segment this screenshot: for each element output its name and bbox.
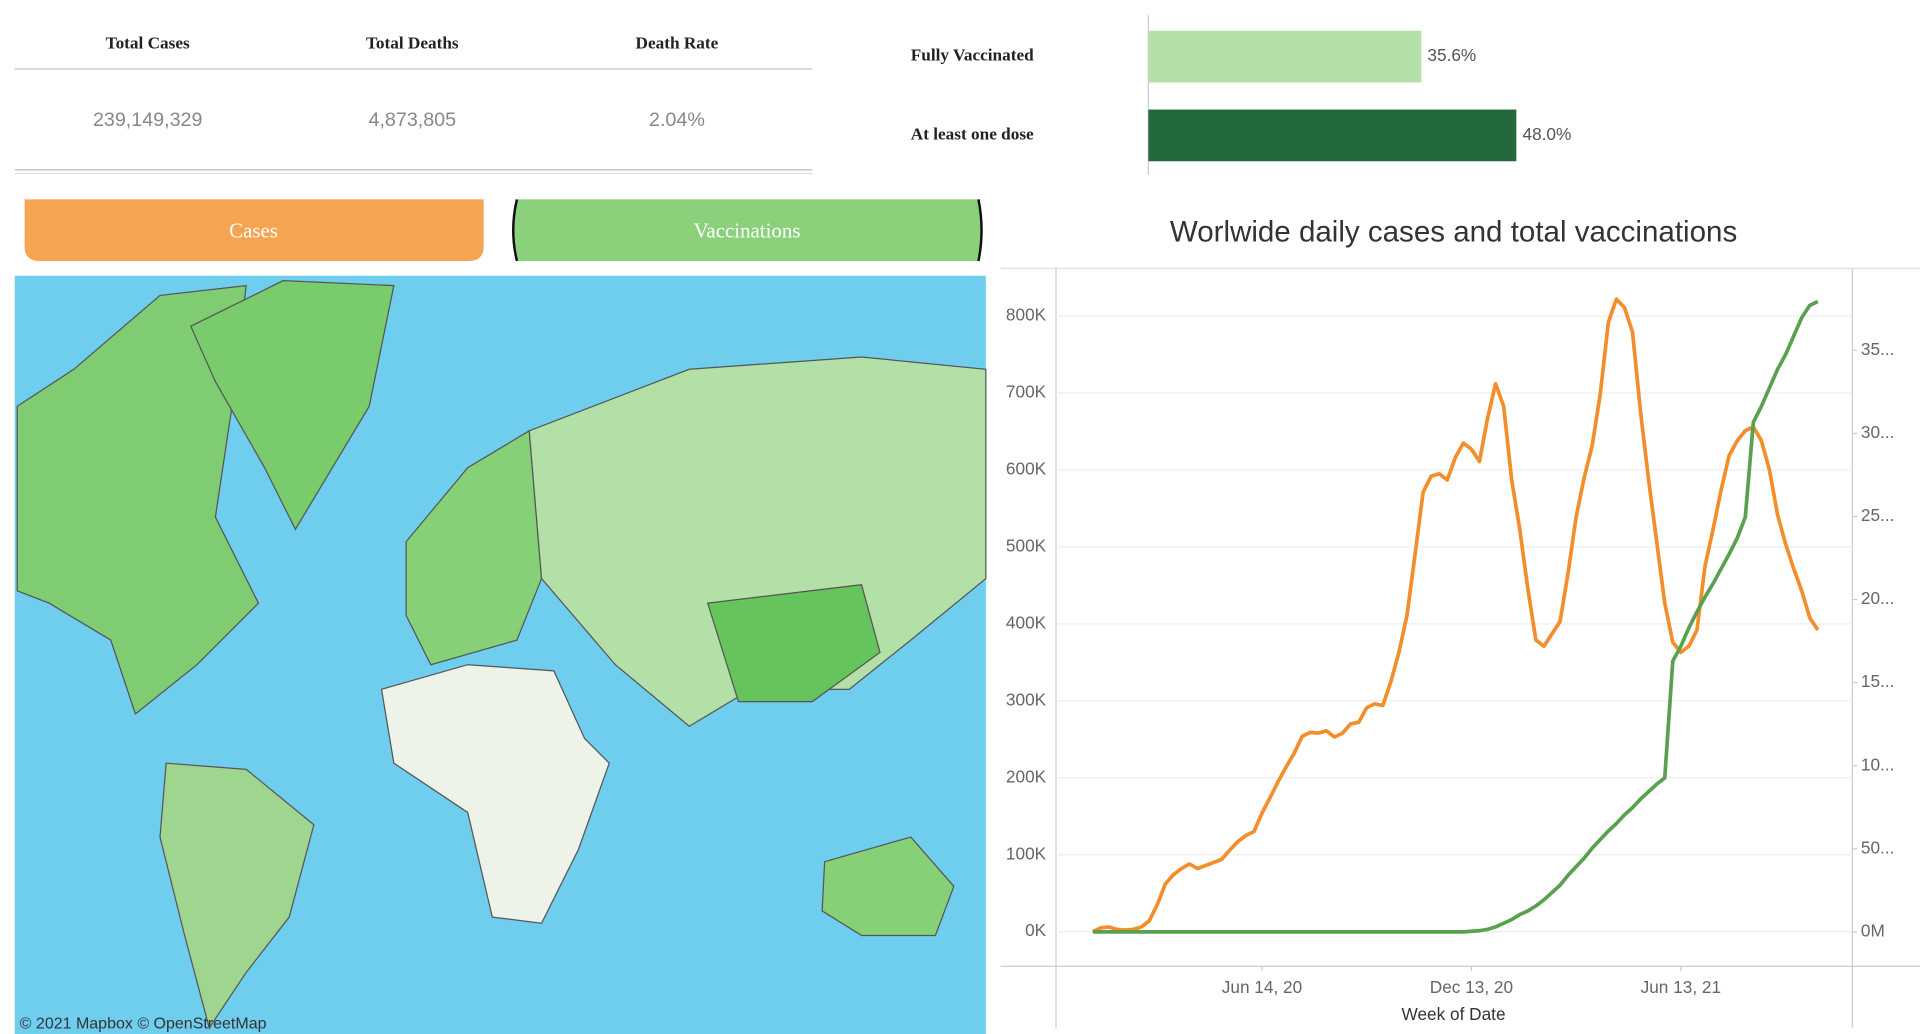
- value-label: 35.6%: [1427, 45, 1476, 65]
- y-tick-label: 500K: [1006, 535, 1047, 555]
- button-label[interactable]: Vaccinations: [694, 218, 801, 242]
- map-attribution: © 2021 Mapbox © OpenStreetMap: [20, 1015, 267, 1032]
- button-bg[interactable]: [24, 199, 484, 261]
- y-tick-label: 100K: [1006, 843, 1047, 863]
- bar: [1148, 30, 1422, 83]
- button-bg[interactable]: [513, 199, 982, 261]
- south-america: [159, 762, 315, 1030]
- value-label: 48.0%: [1523, 124, 1572, 144]
- y-tick-label: 700K: [1006, 382, 1047, 402]
- line-frame: [1000, 267, 1920, 1028]
- y-tick-label: 400K: [1006, 612, 1047, 632]
- x-tick-label: Dec 13, 20: [1430, 977, 1513, 997]
- category-label: At least one dose: [911, 124, 1034, 143]
- y2-tick-label: 10...: [1861, 754, 1895, 774]
- greenland: [189, 280, 395, 531]
- x-axis-title: Week of Date: [1402, 1004, 1506, 1024]
- cases-button[interactable]: Cases: [24, 199, 484, 261]
- kpi-header: Death Rate: [636, 33, 719, 52]
- button-border[interactable]: [512, 199, 983, 262]
- y-tick-label: 800K: [1006, 305, 1047, 325]
- kpi-value: 4,873,805: [369, 109, 457, 131]
- y2-tick-label: 0M: [1861, 920, 1885, 940]
- y2-tick-label: 15...: [1861, 671, 1895, 691]
- europe: [405, 429, 543, 666]
- bar: [1148, 109, 1517, 162]
- vaccinations-button[interactable]: Vaccinations: [512, 199, 983, 262]
- australia: [821, 836, 955, 937]
- y-tick-label: 600K: [1006, 459, 1047, 479]
- kpi-header: Total Deaths: [366, 33, 459, 52]
- y-tick-label: 300K: [1006, 689, 1047, 709]
- series-line: [1092, 299, 1819, 934]
- y2-tick-label: 50...: [1861, 837, 1895, 857]
- kpi-value: 239,149,329: [93, 109, 203, 131]
- y2-tick-label: 35...: [1861, 339, 1895, 359]
- y2-tick-label: 25...: [1861, 505, 1895, 525]
- y2-tick-label: 30...: [1861, 422, 1895, 442]
- kpi-value: 2.04%: [649, 109, 705, 131]
- china: [706, 584, 881, 703]
- chart-title: Worlwide daily cases and total vaccinati…: [1170, 216, 1737, 249]
- kpi-table: Total Cases Total Deaths Death Rate 239,…: [14, 33, 813, 175]
- y-tick-label: 200K: [1006, 766, 1047, 786]
- y2-tick-label: 20...: [1861, 588, 1895, 608]
- map: © 2021 Mapbox © OpenStreetMap: [14, 275, 987, 1034]
- button-label[interactable]: Cases: [229, 218, 278, 242]
- kpi-header: Total Cases: [106, 33, 190, 52]
- africa: [380, 664, 610, 924]
- x-tick-label: Jun 14, 20: [1222, 977, 1302, 997]
- x-tick-label: Jun 13, 21: [1641, 977, 1721, 997]
- category-label: Fully Vaccinated: [911, 46, 1034, 65]
- north-america: [16, 284, 260, 715]
- y-tick-label: 0K: [1025, 920, 1047, 940]
- series-line: [1092, 297, 1820, 934]
